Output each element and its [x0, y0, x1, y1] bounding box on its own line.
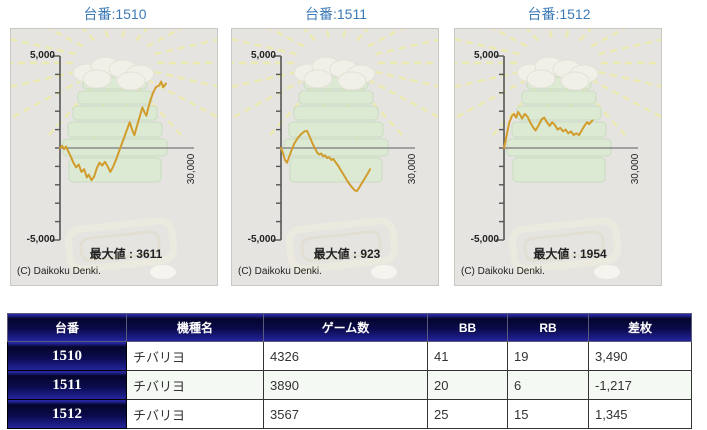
slump-graph: [455, 29, 661, 279]
chart-block-1510: 台番:1510 5,000 -5,000 30,000 最大値 : 3611 (…: [10, 2, 220, 286]
y-axis-min-label: -5,000: [470, 234, 499, 245]
machine-number-cell: 1510: [7, 341, 127, 371]
y-axis-min-label: -5,000: [247, 234, 276, 245]
diff-cell: 3,490: [588, 341, 692, 371]
diff-cell: -1,217: [588, 370, 692, 400]
chart-block-1512: 台番:1512 5,000 -5,000 30,000 最大値 : 1954 (…: [454, 2, 664, 286]
table-body: 1510 チバリヨ 4326 41 19 3,490 1511 チバリヨ 3890 20 6 -1,2…: [7, 341, 692, 429]
machine-number-cell: 1511: [7, 370, 127, 400]
chart-block-1511: 台番:1511 5,000 -5,000 30,000 最大値 : 923 (C…: [231, 2, 441, 286]
copyright-label: (C) Daikoku Denki.: [238, 266, 322, 277]
col-header-machine: 台番: [7, 313, 127, 342]
diff-cell: 1,345: [588, 399, 692, 429]
col-header-model: 機種名: [126, 313, 264, 342]
model-cell: チバリヨ: [126, 341, 264, 371]
max-value-label: 最大値 : 3611: [89, 247, 163, 261]
slump-graph: [232, 29, 438, 279]
table-row: 1512 チバリヨ 3567 25 15 1,345: [7, 399, 692, 429]
rb-cell: 19: [507, 341, 589, 371]
y-axis-max-label: 5,000: [250, 50, 276, 61]
y-axis-max-label: 5,000: [473, 50, 499, 61]
rb-cell: 15: [507, 399, 589, 429]
chart-title-1512[interactable]: 台番:1512: [527, 6, 591, 22]
x-axis-max-label: 30,000: [407, 153, 418, 185]
col-header-diff: 差枚: [588, 313, 692, 342]
games-cell: 3567: [263, 399, 428, 429]
chart-title-1511[interactable]: 台番:1511: [305, 6, 367, 22]
chart-panel-1512: 5,000 -5,000 30,000 最大値 : 1954 (C) Daiko…: [454, 28, 662, 286]
table-row: 1511 チバリヨ 3890 20 6 -1,217: [7, 370, 692, 400]
machine-stats-table: 台番 機種名 ゲーム数 BB RB 差枚 1510 チバリヨ 4326 41 19 3,4…: [7, 313, 692, 429]
col-header-rb: RB: [507, 313, 589, 342]
max-value-label: 最大値 : 923: [313, 247, 381, 261]
chart-panel-1511: 5,000 -5,000 30,000 最大値 : 923 (C) Daikok…: [231, 28, 439, 286]
x-axis-max-label: 30,000: [186, 153, 197, 185]
model-cell: チバリヨ: [126, 370, 264, 400]
col-header-games: ゲーム数: [263, 313, 428, 342]
slump-graph: [11, 29, 217, 279]
games-cell: 3890: [263, 370, 428, 400]
games-cell: 4326: [263, 341, 428, 371]
max-value-label: 最大値 : 1954: [533, 247, 607, 261]
bb-cell: 41: [427, 341, 508, 371]
y-axis-min-label: -5,000: [26, 234, 55, 245]
y-axis-max-label: 5,000: [29, 50, 55, 61]
bb-cell: 25: [427, 399, 508, 429]
machine-number-cell: 1512: [7, 399, 127, 429]
table-row: 1510 チバリヨ 4326 41 19 3,490: [7, 341, 692, 371]
rb-cell: 6: [507, 370, 589, 400]
col-header-bb: BB: [427, 313, 508, 342]
chart-title-1510[interactable]: 台番:1510: [83, 6, 147, 22]
copyright-label: (C) Daikoku Denki.: [17, 266, 101, 277]
table-header-row: 台番 機種名 ゲーム数 BB RB 差枚: [7, 313, 692, 342]
chart-panel-1510: 5,000 -5,000 30,000 最大値 : 3611 (C) Daiko…: [10, 28, 218, 286]
model-cell: チバリヨ: [126, 399, 264, 429]
bb-cell: 20: [427, 370, 508, 400]
copyright-label: (C) Daikoku Denki.: [461, 266, 545, 277]
x-axis-max-label: 30,000: [630, 153, 641, 185]
